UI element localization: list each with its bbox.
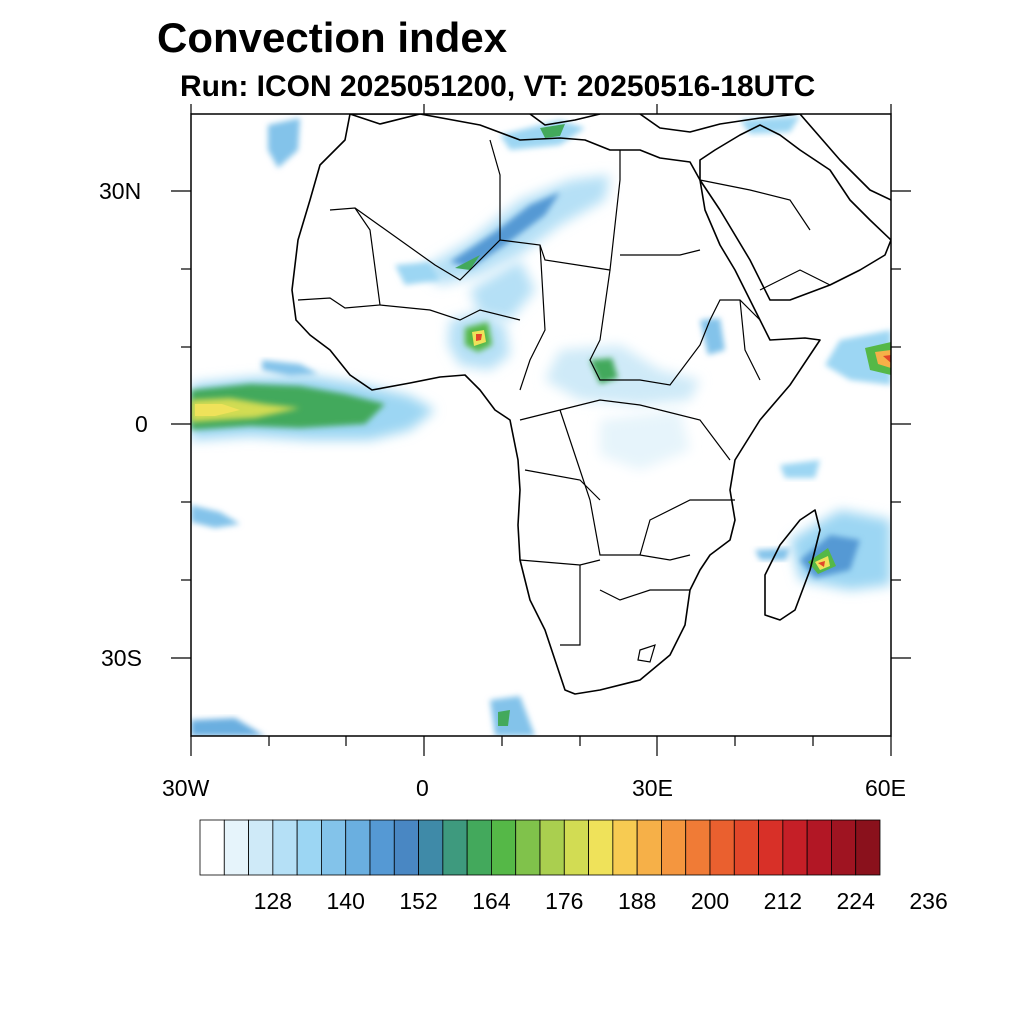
colorbar-tick-label: 188 (617, 888, 657, 914)
colorbar-swatch (491, 819, 517, 876)
south-atlantic-convection (191, 696, 535, 736)
colorbar-swatch (223, 819, 249, 876)
colorbar-tick-label: 212 (763, 888, 803, 914)
turkey-coastline (639, 114, 801, 133)
lon-label-30w: 30W (162, 775, 210, 801)
colorbar-swatch (296, 819, 322, 876)
colorbar-tick-label: 140 (326, 888, 365, 914)
colorbar-swatch (199, 819, 225, 876)
iran-coastline (799, 114, 891, 201)
colorbar-swatch (588, 819, 614, 876)
colorbar-swatch (563, 819, 589, 876)
lon-label-60e: 60E (865, 775, 906, 801)
lon-label-30e: 30E (632, 775, 673, 801)
map-frame (190, 113, 892, 737)
madagascar-convection (755, 510, 891, 590)
iberia-coastline (349, 114, 421, 125)
lat-label-0: 0 (135, 411, 148, 437)
colorbar-tick-label: 200 (690, 888, 730, 914)
colorbar-swatch (272, 819, 298, 876)
colorbar (199, 819, 881, 876)
atlantic-convection-band (191, 360, 435, 528)
map-subtitle: Run: ICON 2025051200, VT: 20250516-18UTC (180, 70, 816, 103)
arabia-coastline (699, 124, 891, 301)
lat-label-30s: 30S (101, 645, 142, 671)
colorbar-tick-label: 164 (472, 888, 511, 914)
colorbar-swatch (831, 819, 857, 876)
colorbar-tick-label: 128 (253, 888, 293, 914)
colorbar-swatch (612, 819, 638, 876)
colorbar-tick-label: 152 (399, 888, 438, 914)
nigeria-convection-cell (448, 312, 510, 370)
map-title: Convection index (157, 14, 508, 61)
colorbar-swatch (636, 819, 662, 876)
colorbar-tick-label: 224 (836, 888, 875, 914)
colorbar-tick-label: 176 (545, 888, 584, 914)
lat-label-30n: 30N (99, 178, 142, 204)
colorbar-swatch (806, 819, 832, 876)
colorbar-swatch (661, 819, 687, 876)
africa-coastline (291, 114, 821, 695)
colorbar-swatch (685, 819, 711, 876)
colorbar-swatch (709, 819, 735, 876)
coastlines (291, 114, 891, 695)
colorbar-swatch (733, 819, 759, 876)
colorbar-swatch (515, 819, 541, 876)
convection-field (191, 116, 891, 736)
colorbar-swatch (758, 819, 784, 876)
sahara-convection-streaks (395, 175, 610, 320)
axis-ticks (171, 104, 911, 756)
country-borders (297, 139, 831, 663)
colorbar-swatch (782, 819, 808, 876)
colorbar-swatch (442, 819, 468, 876)
colorbar-swatch (345, 819, 371, 876)
arabian-sea-convection (780, 330, 891, 478)
colorbar-swatch (369, 819, 395, 876)
colorbar-swatch (855, 819, 881, 876)
colorbar-swatch (321, 819, 347, 876)
colorbar-swatch (539, 819, 565, 876)
colorbar-swatch (466, 819, 492, 876)
colorbar-swatch (393, 819, 419, 876)
italy-coastline (529, 114, 601, 126)
colorbar-tick-label: 236 (909, 888, 948, 914)
central-africa-convection (545, 318, 725, 470)
mediterranean-convection (268, 116, 800, 168)
colorbar-swatch (418, 819, 444, 876)
colorbar-swatch (248, 819, 274, 876)
lon-label-0: 0 (416, 775, 429, 801)
madagascar-coastline (764, 509, 821, 621)
